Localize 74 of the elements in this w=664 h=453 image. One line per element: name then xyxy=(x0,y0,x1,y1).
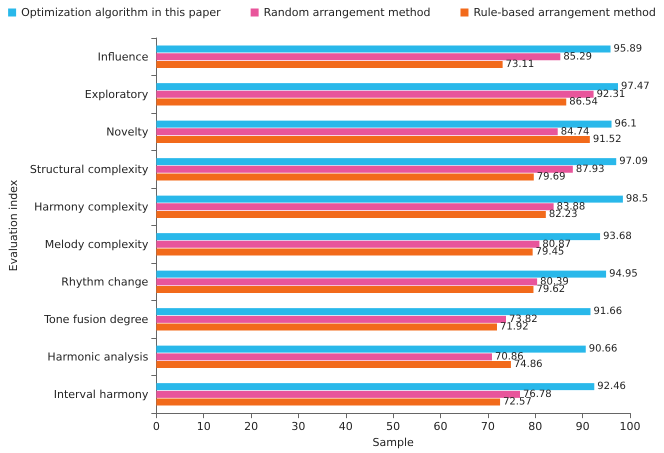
data-label: 92.31 xyxy=(596,88,626,100)
bar xyxy=(156,353,492,360)
bar xyxy=(156,166,573,173)
legend-label: Random arrangement method xyxy=(264,6,430,19)
x-tick-label: 0 xyxy=(152,420,160,434)
bar xyxy=(156,98,566,106)
data-label: 73.11 xyxy=(506,58,534,70)
bar xyxy=(156,270,606,278)
bar xyxy=(156,361,511,368)
data-label: 93.68 xyxy=(603,231,632,242)
y-tick-label: Harmony complexity xyxy=(34,200,149,214)
y-axis-title: Evaluation index xyxy=(7,179,20,272)
y-tick-label: Structural complexity xyxy=(30,162,149,176)
y-tick-label: Harmonic analysis xyxy=(47,350,149,364)
x-axis-title: Sample xyxy=(372,436,414,449)
data-label: 91.52 xyxy=(592,134,622,145)
y-tick-label: Interval harmony xyxy=(54,388,149,401)
x-tick-label: 90 xyxy=(576,420,590,434)
bar xyxy=(156,308,590,316)
data-label: 96.1 xyxy=(614,118,637,130)
bar xyxy=(156,53,560,60)
data-label: 92.46 xyxy=(597,381,626,392)
bar xyxy=(156,278,538,286)
data-label: 97.09 xyxy=(619,156,648,168)
y-tick-label: Rhythm change xyxy=(61,275,149,288)
bar xyxy=(156,240,540,248)
x-tick-label: 20 xyxy=(244,420,258,434)
bar xyxy=(156,233,600,240)
x-tick-label: 30 xyxy=(291,420,306,434)
bar xyxy=(156,120,612,128)
legend-label: Rule-based arrangement method xyxy=(473,6,656,19)
y-tick-label: Novelty xyxy=(106,125,149,138)
bar xyxy=(156,316,506,323)
data-label: 98.5 xyxy=(626,194,648,205)
bar xyxy=(156,203,554,210)
x-tick-label: 10 xyxy=(196,420,211,434)
bar xyxy=(156,248,533,256)
x-tick-label: 80 xyxy=(528,420,542,434)
bar xyxy=(156,128,558,136)
x-tick-label: 40 xyxy=(338,420,353,434)
data-label: 91.66 xyxy=(593,306,622,318)
y-tick-label: Exploratory xyxy=(84,88,149,101)
x-tick-label: 70 xyxy=(480,420,495,434)
bar xyxy=(156,390,520,398)
bar xyxy=(156,398,500,406)
bar xyxy=(156,90,594,98)
y-tick-label: Influence xyxy=(98,50,149,64)
bar xyxy=(156,286,534,294)
bar xyxy=(156,173,534,180)
data-label: 79.69 xyxy=(536,171,566,182)
bar xyxy=(156,136,590,143)
data-label: 84.74 xyxy=(560,126,590,138)
bar xyxy=(156,346,586,353)
bar xyxy=(156,158,616,166)
x-tick-label: 100 xyxy=(620,420,640,434)
x-tick-label: 50 xyxy=(386,420,400,434)
bar xyxy=(156,210,546,218)
bar xyxy=(156,60,503,68)
data-label: 79.45 xyxy=(536,246,564,258)
bar xyxy=(156,383,594,390)
data-label: 94.95 xyxy=(609,268,638,280)
data-label: 90.66 xyxy=(588,344,618,355)
y-tick-label: Melody complexity xyxy=(44,238,149,251)
bar xyxy=(156,83,618,90)
data-label: 86.54 xyxy=(569,96,598,108)
data-label: 87.93 xyxy=(576,164,604,175)
y-tick-label: Tone fusion degree xyxy=(43,312,149,326)
legend-label: Optimization algorithm in this paper xyxy=(21,6,222,19)
bar xyxy=(156,324,497,331)
data-label: 95.89 xyxy=(614,44,642,55)
bar xyxy=(156,46,611,53)
x-tick-label: 60 xyxy=(434,420,448,434)
data-label: 85.29 xyxy=(563,51,592,62)
bar xyxy=(156,196,623,203)
